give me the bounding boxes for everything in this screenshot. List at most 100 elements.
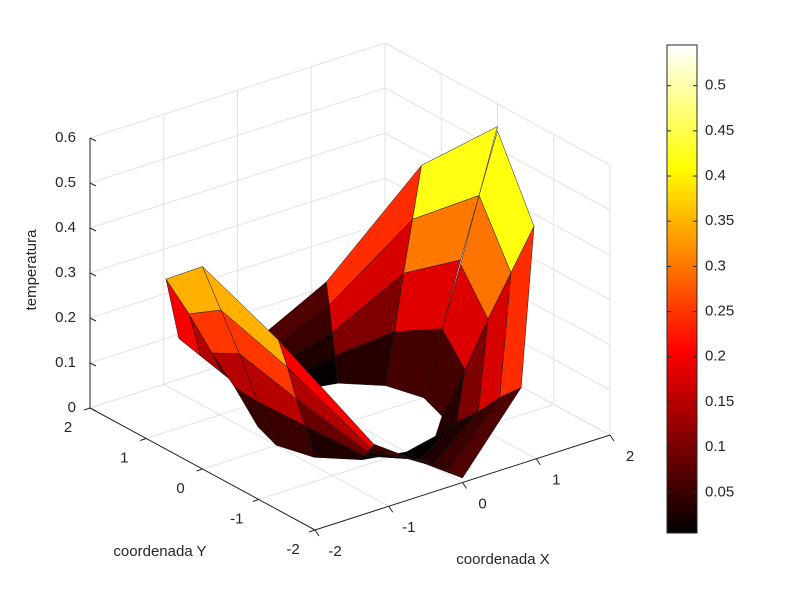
x-tick-label: 2 <box>626 448 634 465</box>
colorbar-cell <box>667 73 697 79</box>
colorbar-cell <box>667 232 697 237</box>
y-tick-label: -1 <box>230 510 243 527</box>
colorbar-cell <box>667 297 697 302</box>
grid-line <box>89 132 386 229</box>
colorbar-cell <box>667 301 697 306</box>
colorbar-tick-label: 0.15 <box>705 393 734 410</box>
colorbar-cell <box>667 402 697 408</box>
x-tick-label: 1 <box>552 472 560 489</box>
colorbar-cell <box>667 358 697 363</box>
colorbar-cell <box>667 122 697 127</box>
colorbar-cell <box>667 463 697 469</box>
colorbar-cell <box>667 411 697 416</box>
colorbar-tick-label: 0.5 <box>705 77 726 94</box>
colorbar-cell <box>667 252 697 257</box>
colorbar-cell <box>667 329 697 335</box>
colorbar-cell <box>667 179 697 184</box>
z-tick-label: 0.6 <box>55 129 76 146</box>
colorbar-cell <box>667 378 697 384</box>
colorbar-cell <box>667 142 697 148</box>
y-axis-label: coordenada Y <box>113 543 206 560</box>
colorbar-cell <box>667 118 697 123</box>
colorbar-cell <box>667 512 697 518</box>
z-axis-label: temperatura <box>23 229 40 311</box>
x-tick <box>609 434 615 442</box>
colorbar-cell <box>667 427 697 432</box>
colorbar-cell <box>667 516 697 522</box>
colorbar-cell <box>667 500 697 506</box>
colorbar-cell <box>667 272 697 278</box>
colorbar-cell <box>667 317 697 323</box>
x-tick <box>314 529 320 537</box>
y-tick <box>196 468 203 472</box>
colorbar-cell <box>667 154 697 160</box>
colorbar-cell <box>667 65 697 70</box>
colorbar-cell <box>667 223 697 229</box>
colorbar-cell <box>667 61 697 66</box>
colorbar-tick-label: 0.25 <box>705 303 734 320</box>
grid-line <box>89 222 386 319</box>
colorbar-cell <box>667 219 697 225</box>
z-tick <box>89 362 97 367</box>
grid-line <box>89 42 386 139</box>
colorbar-cell <box>667 508 697 514</box>
colorbar-cell <box>667 171 697 176</box>
y-tick <box>83 407 91 411</box>
x-tick-label: -1 <box>402 519 415 536</box>
z-tick-label: 0.1 <box>55 354 76 371</box>
x-tick <box>388 505 394 513</box>
colorbar-cell <box>667 146 697 152</box>
z-tick <box>89 227 97 232</box>
colorbar-cell <box>667 528 697 534</box>
colorbar-cell <box>667 81 697 87</box>
colorbar-cell <box>667 215 697 221</box>
z-tick-label: 0.4 <box>55 219 76 236</box>
colorbar-cell <box>667 110 697 115</box>
colorbar-cell <box>667 459 697 465</box>
y-tick-label: 1 <box>120 449 128 466</box>
colorbar-tick-label: 0.05 <box>705 483 734 500</box>
colorbar-cell <box>667 293 697 298</box>
colorbar-cell <box>667 354 697 359</box>
colorbar-cell <box>667 451 697 457</box>
colorbar-cell <box>667 520 697 526</box>
colorbar-cell <box>667 284 697 290</box>
colorbar-cell <box>667 484 697 489</box>
colorbar-cell <box>667 476 697 481</box>
colorbar-cell <box>667 45 697 50</box>
colorbar-cell <box>667 321 697 327</box>
y-tick <box>308 529 316 533</box>
z-tick-label: 0 <box>68 399 76 416</box>
colorbar-cell <box>667 423 697 428</box>
colorbar-cell <box>667 191 697 196</box>
x-tick <box>462 482 467 489</box>
colorbar-cell <box>667 203 697 209</box>
colorbar-cell <box>667 345 697 351</box>
colorbar-cell <box>667 138 697 144</box>
colorbar-cell <box>667 97 697 103</box>
colorbar-cell <box>667 183 697 188</box>
colorbar-cell <box>667 504 697 510</box>
y-tick-label: -2 <box>286 541 299 558</box>
colorbar-cell <box>667 447 697 453</box>
colorbar-cell <box>667 268 697 274</box>
colorbar-tick-label: 0.35 <box>705 212 734 229</box>
colorbar-cell <box>667 53 697 58</box>
colorbar-cell <box>667 289 697 294</box>
y-tick <box>252 499 259 502</box>
colorbar-cell <box>667 488 697 493</box>
z-tick <box>89 182 97 187</box>
colorbar-cell <box>667 256 697 262</box>
z-tick <box>89 317 97 322</box>
colorbar-cell <box>667 341 697 347</box>
colorbar-cell <box>667 49 697 54</box>
grid-line <box>89 87 386 184</box>
z-tick-label: 0.3 <box>55 264 76 281</box>
colorbar-cell <box>667 240 697 245</box>
colorbar-cell <box>667 366 697 371</box>
y-tick-label: 0 <box>176 480 184 497</box>
colorbar-cell <box>667 467 697 473</box>
grid-line <box>384 42 611 166</box>
colorbar-cell <box>667 496 697 501</box>
colorbar-cell <box>667 244 697 249</box>
